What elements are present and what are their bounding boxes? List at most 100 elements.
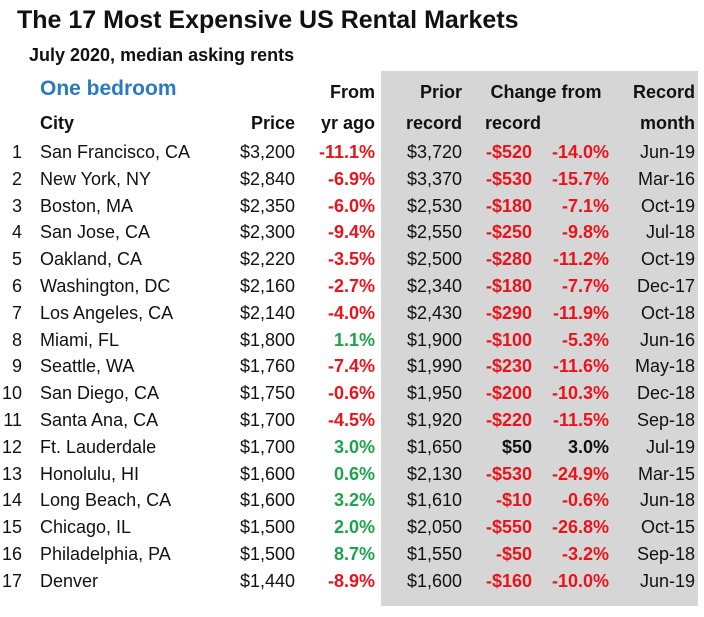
rank-cell: 10 xyxy=(1,383,22,404)
prior-record-cell: $2,530 xyxy=(406,195,462,216)
table-row: 14 Long Beach, CA $1,600 3.2% $1,610 -$10 -0.6… xyxy=(0,487,704,514)
price-cell: $2,160 xyxy=(239,275,295,296)
record-month-cell: Jun-16 xyxy=(639,329,695,350)
record-month-cell: Jun-19 xyxy=(639,142,695,162)
change-amount-cell: -$280 xyxy=(485,249,532,270)
price-cell: $2,220 xyxy=(239,249,295,270)
yr-change-cell: -2.7% xyxy=(327,275,375,296)
change-percent-cell: -26.8% xyxy=(551,517,609,538)
change-percent-cell: -5.3% xyxy=(561,329,609,350)
change-percent-cell: -11.6% xyxy=(552,356,609,377)
change-percent-cell: -11.5% xyxy=(552,409,609,430)
record-month-cell: May-18 xyxy=(634,356,695,377)
rank-cell: 12 xyxy=(1,436,22,457)
prior-record-cell: $1,650 xyxy=(406,436,462,457)
change-amount-cell: $50 xyxy=(501,436,532,457)
change-amount-cell: -$520 xyxy=(485,142,532,162)
rank-cell: 7 xyxy=(11,302,22,323)
table-row: 16 Philadelphia, PA $1,500 8.7% $1,550 -$50 -3… xyxy=(0,541,704,568)
yr-change-cell: 3.0% xyxy=(333,436,375,457)
price-cell: $1,500 xyxy=(239,517,295,538)
prior-record-cell: $2,500 xyxy=(406,249,462,270)
record-month-cell: Jun-18 xyxy=(639,490,695,511)
prior-record-cell: $1,920 xyxy=(406,409,462,430)
yr-change-cell: 0.6% xyxy=(333,463,375,484)
table-row: 1 San Francisco, CA $3,200 -11.1% $3,720 -$52… xyxy=(0,139,704,166)
table-row: 3 Boston, MA $2,350 -6.0% $2,530 -$180 -7.1% Oc… xyxy=(0,193,704,220)
change-percent-cell: -7.7% xyxy=(561,275,609,296)
yr-change-cell: -7.4% xyxy=(327,356,375,377)
change-amount-cell: -$200 xyxy=(485,383,532,404)
section-label: One bedroom xyxy=(40,77,177,100)
price-cell: $2,140 xyxy=(239,302,295,323)
prior-record-cell: $1,950 xyxy=(406,383,462,404)
price-cell: $2,840 xyxy=(239,168,295,189)
change-percent-cell: -0.6% xyxy=(561,490,609,511)
rank-cell: 4 xyxy=(11,222,22,243)
prior-record-header: record xyxy=(405,113,462,133)
yr-change-cell: 1.1% xyxy=(333,329,375,350)
yr-ago-header: yr ago xyxy=(320,113,375,133)
prior-header: Prior xyxy=(419,82,462,102)
month-header: month xyxy=(640,113,695,133)
change-amount-cell: -$10 xyxy=(495,490,532,511)
table-row: 17 Denver $1,440 -8.9% $1,600 -$160 -10.0% Jun-… xyxy=(0,568,704,595)
record-month-cell: Dec-17 xyxy=(636,275,695,296)
city-header: City xyxy=(40,113,75,133)
price-cell: $1,760 xyxy=(239,356,295,377)
price-cell: $2,350 xyxy=(239,195,295,216)
rank-cell: 5 xyxy=(11,249,22,270)
change-percent-cell: -10.3% xyxy=(551,383,609,404)
change-amount-cell: -$180 xyxy=(485,195,532,216)
table-row: 9 Seattle, WA $1,760 -7.4% $1,990 -$230 -11.6%… xyxy=(0,353,704,380)
change-amount-cell: -$290 xyxy=(485,302,532,323)
city-cell: Philadelphia, PA xyxy=(40,543,171,564)
change-percent-cell: -15.7% xyxy=(551,168,609,189)
change-percent-cell: -24.9% xyxy=(551,463,609,484)
record-month-cell: Jul-19 xyxy=(645,436,695,457)
rank-cell: 14 xyxy=(1,490,22,511)
city-cell: Denver xyxy=(40,570,99,591)
price-cell: $1,440 xyxy=(239,570,295,591)
price-cell: $3,200 xyxy=(239,142,295,162)
change-amount-cell: -$530 xyxy=(485,168,532,189)
rank-cell: 8 xyxy=(11,329,22,350)
prior-record-cell: $2,430 xyxy=(406,302,462,323)
yr-change-cell: -6.0% xyxy=(327,195,375,216)
table-row: 12 Ft. Lauderdale $1,700 3.0% $1,650 $50 3.0% J… xyxy=(0,434,704,461)
city-cell: Boston, MA xyxy=(40,195,134,216)
table-row: 15 Chicago, IL $1,500 2.0% $2,050 -$550 -26.8%… xyxy=(0,514,704,541)
city-cell: Miami, FL xyxy=(40,329,120,350)
prior-record-cell: $2,050 xyxy=(406,517,462,538)
yr-change-cell: -3.5% xyxy=(327,249,375,270)
record-month-cell: Oct-18 xyxy=(640,302,695,323)
change-amount-cell: -$160 xyxy=(485,570,532,591)
yr-change-cell: 3.2% xyxy=(333,490,375,511)
city-cell: Long Beach, CA xyxy=(40,490,172,511)
prior-record-cell: $3,720 xyxy=(406,142,462,162)
record-header: Record xyxy=(632,82,695,102)
record-month-cell: Mar-15 xyxy=(637,463,695,484)
table-row: 10 San Diego, CA $1,750 -0.6% $1,950 -$200 -10… xyxy=(0,380,704,407)
city-cell: Seattle, WA xyxy=(40,356,135,377)
yr-change-cell: 8.7% xyxy=(333,543,375,564)
rank-cell: 1 xyxy=(11,142,22,162)
price-header: Price xyxy=(250,113,295,133)
table-row: 8 Miami, FL $1,800 1.1% $1,900 -$100 -5.3% Jun-… xyxy=(0,327,704,354)
yr-change-cell: -8.9% xyxy=(327,570,375,591)
prior-record-cell: $2,340 xyxy=(406,275,462,296)
price-cell: $1,800 xyxy=(239,329,295,350)
city-cell: San Diego, CA xyxy=(40,383,160,404)
city-cell: San Francisco, CA xyxy=(40,142,191,162)
price-cell: $1,500 xyxy=(239,543,295,564)
city-cell: Honolulu, HI xyxy=(40,463,140,484)
yr-change-cell: -4.0% xyxy=(327,302,375,323)
city-cell: Ft. Lauderdale xyxy=(40,436,157,457)
rank-cell: 6 xyxy=(11,275,22,296)
rank-cell: 11 xyxy=(3,409,22,430)
change-percent-cell: -11.2% xyxy=(552,249,609,270)
change-percent-cell: -9.8% xyxy=(561,222,609,243)
change-amount-cell: -$220 xyxy=(485,409,532,430)
change-amount-cell: -$550 xyxy=(485,517,532,538)
table-row: 4 San Jose, CA $2,300 -9.4% $2,550 -$250 -9.8%… xyxy=(0,219,704,246)
